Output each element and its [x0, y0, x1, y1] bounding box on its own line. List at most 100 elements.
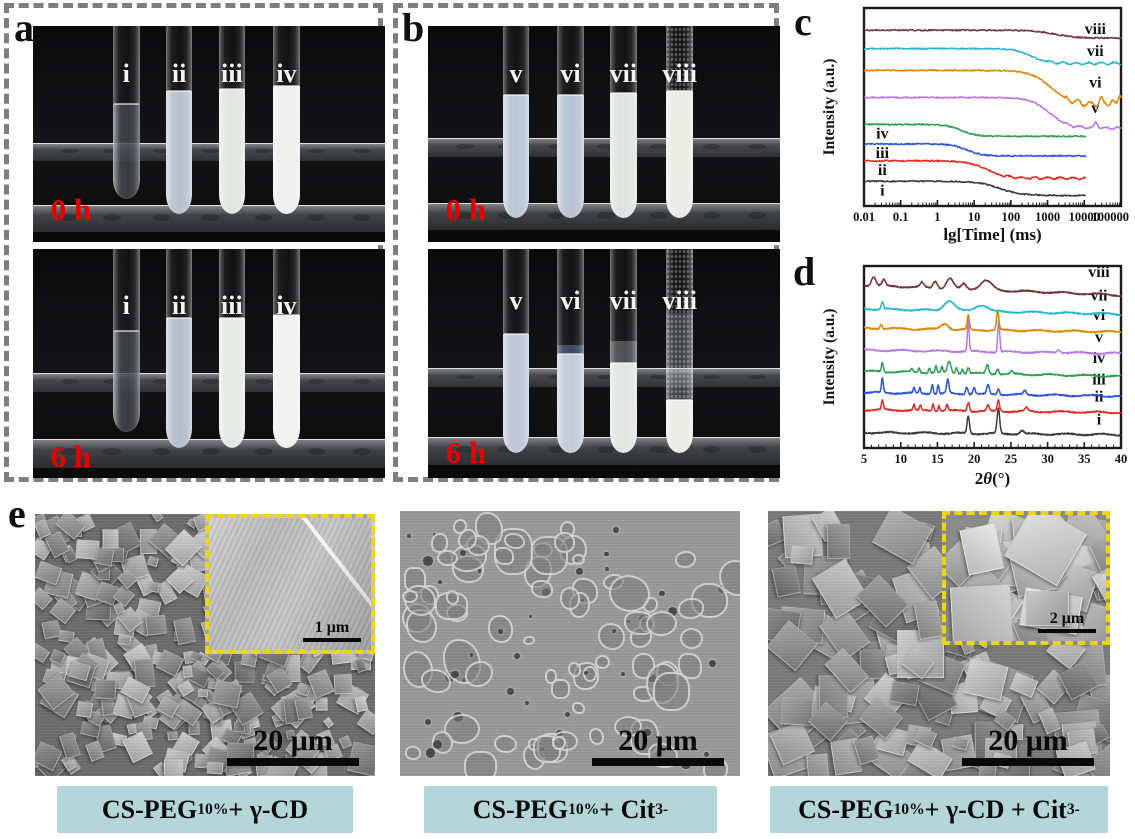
rack-hole [152, 448, 171, 456]
svg-text:i: i [880, 182, 885, 199]
rack-hole [456, 144, 474, 149]
rack-hole [307, 379, 326, 384]
svg-text:v: v [1095, 329, 1103, 346]
rack-hole [498, 446, 516, 454]
test-tube-vii [609, 26, 637, 219]
svg-text:vi: vi [1093, 307, 1106, 324]
rack-hole [748, 144, 766, 149]
inset-scale-bar: 1 μm [303, 619, 361, 642]
svg-text:100: 100 [1001, 210, 1020, 224]
test-tube-ii [165, 26, 193, 214]
sem-pore [567, 661, 582, 677]
svg-text:40: 40 [1115, 452, 1128, 466]
sem-crystal-cube [145, 614, 168, 636]
rack-hole [103, 379, 121, 384]
test-tube-iv [273, 249, 300, 449]
photo-tubes-b-6h: v vi vii viii 6 h [428, 249, 780, 478]
label-text-part: + Cit [599, 794, 656, 824]
sem-crystal-cube [94, 679, 117, 700]
svg-text:vii: vii [1091, 288, 1108, 305]
svg-text:100000: 100000 [1092, 210, 1130, 224]
tube-meniscus [503, 332, 529, 335]
sem-pore [402, 589, 419, 603]
sem-pore [504, 533, 526, 550]
inset-scale-bar-line [303, 638, 361, 642]
inset-scale-bar-text: 2 μm [1049, 610, 1085, 628]
svg-text:0.01: 0.01 [853, 210, 875, 224]
photo-tubes-a-0h: i ii iii iv 0 h [33, 26, 385, 242]
sem-pore [406, 533, 412, 539]
rack-base [428, 203, 780, 231]
tube-label-iv: iv [276, 58, 297, 88]
tube-liquid [273, 86, 300, 214]
svg-text:35: 35 [1078, 452, 1091, 466]
svg-text:2θ(°): 2θ(°) [975, 469, 1010, 488]
tube-glass-highlight [502, 26, 530, 219]
rack-hole [596, 446, 615, 454]
sem-crystal-cube [914, 600, 944, 641]
rack-hole [702, 374, 721, 380]
sem-pore [451, 670, 460, 679]
tube-liquid [666, 400, 694, 453]
rack-hole [307, 448, 326, 456]
svg-text:10: 10 [968, 210, 981, 224]
tube-label-iii: iii [221, 58, 243, 88]
time-label: 6 h [50, 439, 92, 475]
tube-glass-highlight [218, 26, 246, 214]
tube-liquid [165, 90, 193, 214]
sem-crystal-cube [827, 523, 851, 560]
sem-crystal-cube [333, 673, 353, 695]
sem-pore [513, 652, 521, 660]
rack-hole [498, 211, 516, 219]
rack-hole [307, 214, 326, 221]
sem-crystal-cube [163, 758, 184, 776]
panel-a-letter: a [14, 5, 34, 50]
inset-scale-bar-text: 1 μm [314, 619, 350, 637]
sem-pore [488, 614, 514, 643]
svg-text:10000: 10000 [1069, 210, 1100, 224]
rack-base [33, 205, 385, 233]
tube-glass-highlight [557, 26, 584, 219]
rack-hole [547, 374, 566, 380]
photo-tubes-a-6h: i ii iii iv 6 h [33, 249, 385, 478]
test-tube-v [502, 26, 530, 219]
svg-text:viii: viii [1085, 21, 1107, 38]
sem-pore [609, 575, 651, 612]
svg-text:5: 5 [861, 452, 867, 466]
svg-text:15: 15 [931, 452, 944, 466]
label-text-part: CS-PEG [798, 794, 894, 824]
sem-pore [646, 610, 678, 637]
svg-text:ii: ii [878, 162, 887, 179]
sem-crystal-cube [102, 528, 119, 549]
tube-liquid [609, 363, 637, 453]
rack-hole [456, 446, 474, 454]
rack-hole [596, 211, 615, 219]
svg-text:Intensity (a.u.): Intensity (a.u.) [821, 309, 838, 406]
scale-bar-line [227, 758, 359, 766]
scale-bar-line [962, 758, 1094, 766]
rack-hole [353, 448, 371, 456]
sem-pore [554, 532, 575, 553]
sem-crystal-cube [146, 555, 160, 568]
rack-hole [702, 211, 721, 219]
rack-hole [547, 144, 566, 149]
label-text-part: CS-PEG [101, 794, 198, 824]
tube-label-vi: vi [560, 285, 581, 315]
test-tube-vi [557, 249, 584, 453]
tube-frost-glass [666, 26, 694, 91]
sem-crystal-cube [182, 665, 193, 678]
tube-meniscus [503, 94, 529, 97]
rack-shelf [428, 368, 780, 388]
svg-text:1: 1 [934, 210, 940, 224]
test-tube-ii [165, 249, 193, 449]
tube-liquid [218, 317, 246, 449]
rack-hole [456, 374, 474, 380]
rack-hole [649, 446, 668, 454]
sem-pore [494, 546, 514, 566]
tube-glass-highlight [273, 249, 300, 449]
rack-base [428, 436, 780, 466]
tube-glass-highlight [609, 26, 637, 219]
svg-text:vii: vii [1087, 43, 1104, 60]
panel-b-border [393, 3, 779, 482]
tube-glass-highlight [666, 26, 694, 219]
